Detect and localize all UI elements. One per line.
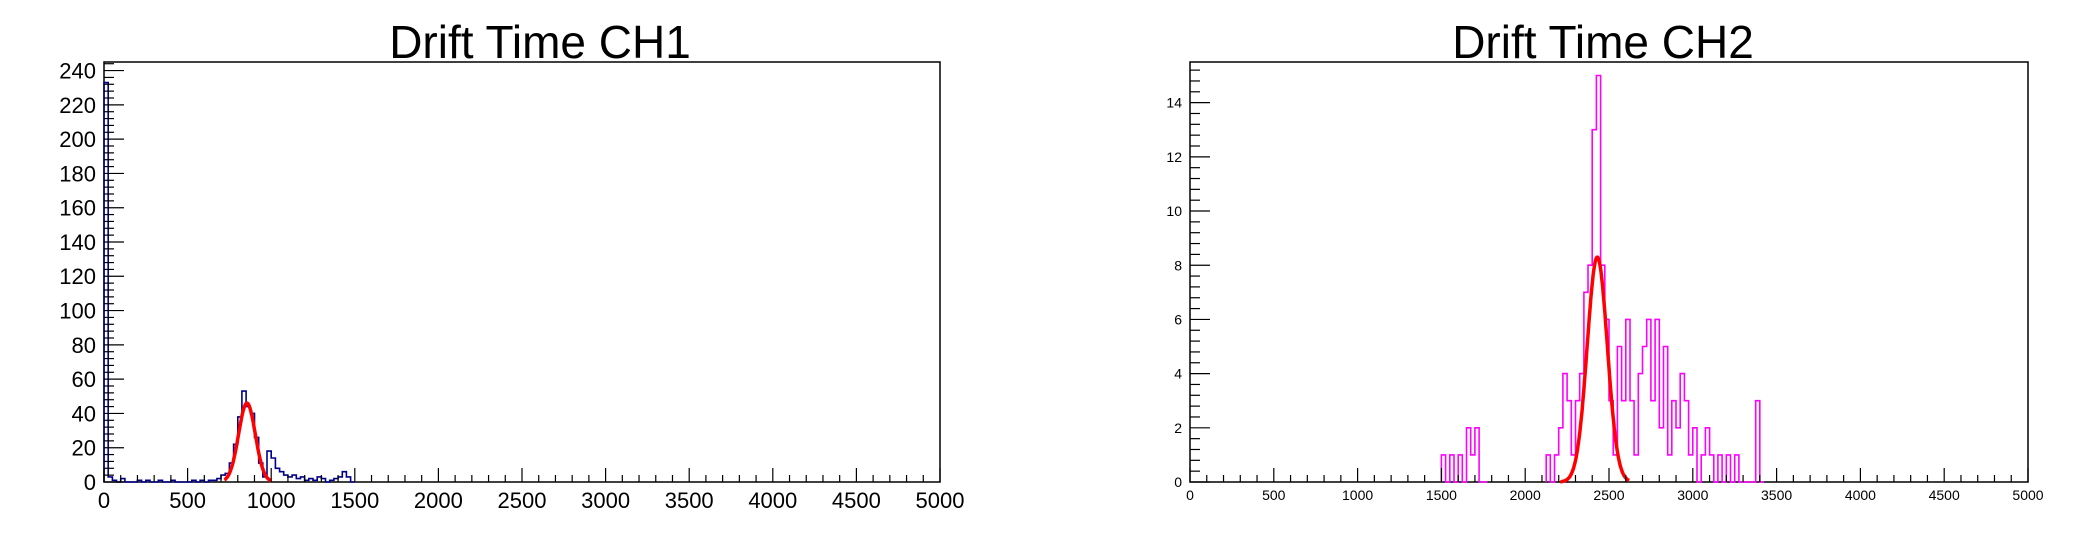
y-tick-label: 240 [59,58,96,83]
y-tick-label: 180 [59,161,96,186]
y-tick-label: 0 [84,470,96,495]
x-tick-label: 1000 [1342,487,1373,503]
y-tick-label: 60 [72,367,96,392]
x-tick-label: 1500 [1426,487,1457,503]
x-tick-label: 5000 [916,488,965,513]
gaussian-fit-curve [223,401,272,483]
y-tick-label: 4 [1174,366,1182,382]
x-tick-label: 4500 [832,488,881,513]
y-tick-label: 14 [1166,95,1182,111]
x-tick-label: 1000 [247,488,296,513]
x-tick-label: 500 [169,488,206,513]
gaussian-fit-curve [1560,255,1630,484]
x-tick-label: 2500 [498,488,547,513]
x-tick-label: 3000 [1677,487,1708,503]
x-tick-label: 2000 [414,488,463,513]
y-tick-label: 80 [72,333,96,358]
plot-frame [1189,61,2029,483]
histogram-line [1440,74,1764,483]
chart-panel-ch2: Drift Time CH2 0 500 1000 1500 2000 2500 3000 3… [1166,16,2043,503]
chart-panel-ch1: Drift Time CH1 0 500 1000 1500 2000 2500 3000 3… [59,16,964,513]
y-tick-label: 40 [72,401,96,426]
y-tick-label: 2 [1174,420,1182,436]
x-tick-label: 1500 [330,488,379,513]
y-tick-label: 10 [1166,203,1182,219]
x-tick-label: 4000 [1845,487,1876,503]
x-tick-label: 4500 [1929,487,1960,503]
x-tick-label: 3500 [665,488,714,513]
plot-frame [103,61,941,483]
y-tick-label: 8 [1174,257,1182,273]
y-tick-label: 20 [72,436,96,461]
y-tick-label: 6 [1174,311,1182,327]
x-tick-label: 3000 [581,488,630,513]
x-tick-label: 3500 [1761,487,1792,503]
histogram-line [103,81,355,483]
x-tick-label: 0 [1186,487,1194,503]
x-tick-label: 500 [1262,487,1286,503]
x-tick-label: 5000 [2012,487,2043,503]
y-tick-label: 12 [1166,149,1182,165]
y-tick-label: 160 [59,196,96,221]
y-tick-label: 200 [59,127,96,152]
x-tick-label: 2000 [1510,487,1541,503]
chart-title: Drift Time CH1 [389,16,691,68]
y-tick-label: 140 [59,230,96,255]
y-tick-label: 0 [1174,474,1182,490]
y-tick-label: 100 [59,298,96,323]
x-tick-label: 0 [98,488,110,513]
y-tick-label: 220 [59,93,96,118]
chart-title: Drift Time CH2 [1452,16,1754,68]
x-tick-label: 4000 [748,488,797,513]
x-tick-label: 2500 [1593,487,1624,503]
y-tick-label: 120 [59,264,96,289]
